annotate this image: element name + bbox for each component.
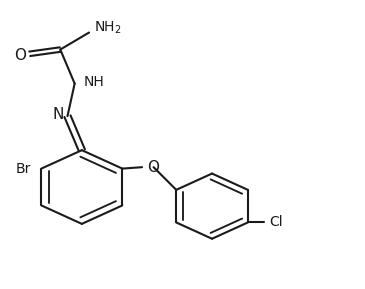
Text: NH$_2$: NH$_2$ bbox=[95, 20, 122, 36]
Text: Cl: Cl bbox=[269, 215, 283, 229]
Text: N: N bbox=[53, 107, 64, 122]
Text: NH: NH bbox=[84, 75, 104, 89]
Text: O: O bbox=[147, 160, 160, 175]
Text: O: O bbox=[14, 48, 26, 63]
Text: Br: Br bbox=[15, 162, 31, 176]
